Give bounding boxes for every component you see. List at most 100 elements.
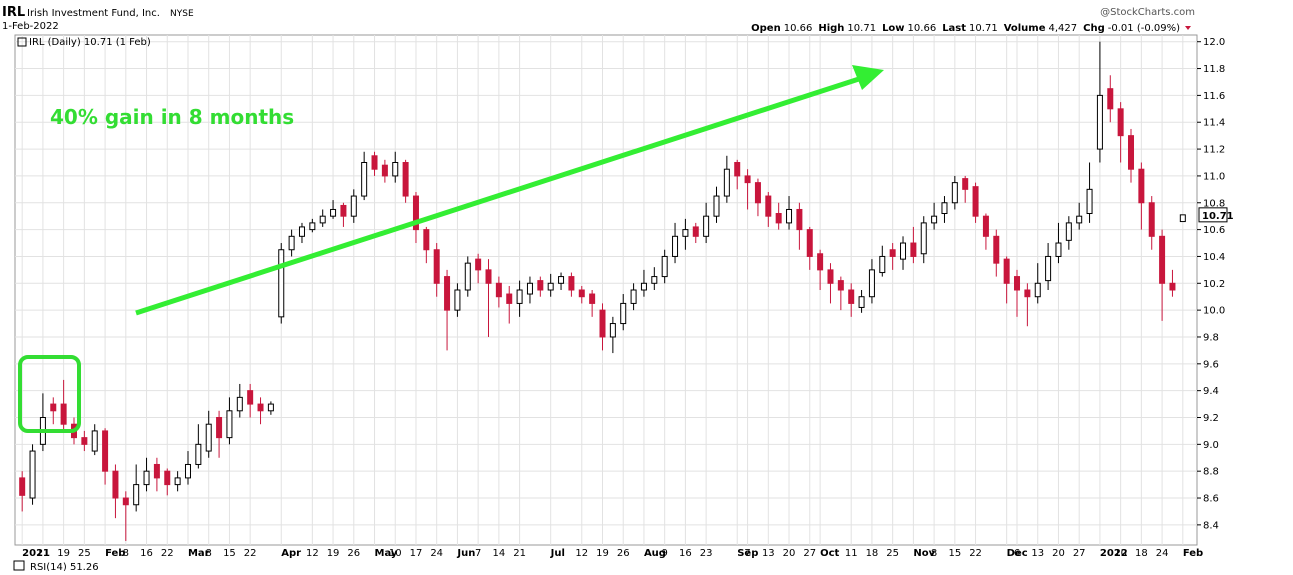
x-tick-label: 25: [886, 548, 899, 559]
exchange: NYSE: [170, 9, 194, 19]
candle-body: [568, 276, 575, 291]
x-tick-label: 8: [931, 548, 937, 559]
candle-body: [796, 208, 803, 231]
candle-body: [661, 255, 668, 278]
candle-body: [993, 235, 1000, 264]
candle-body: [1138, 168, 1145, 204]
x-tick-label: 6: [1014, 548, 1020, 559]
indicator: RSI(14) 51.26: [30, 562, 99, 571]
highlight-box: [18, 355, 81, 433]
y-tick-label: 11.0: [1203, 171, 1225, 182]
candle-body: [868, 269, 875, 298]
indicator-icon: [13, 560, 25, 571]
quote-label: Last: [942, 23, 966, 34]
candle-body: [516, 289, 523, 304]
annotation: 40% gain in 8 months: [50, 105, 294, 129]
candle-body: [506, 293, 513, 304]
x-tick-label: 14: [493, 548, 506, 559]
quote-label: Open: [751, 23, 781, 34]
y-tick-label: 11.2: [1203, 145, 1225, 156]
candle-body: [848, 289, 855, 304]
candle-body: [744, 175, 751, 184]
candle-body: [620, 302, 627, 325]
candle-body: [1034, 282, 1041, 298]
candle-body: [775, 213, 782, 224]
candle-body: [703, 215, 710, 237]
legend-icon: [17, 37, 27, 47]
candle-body: [195, 443, 202, 465]
candle-body: [537, 280, 544, 291]
candle-body: [879, 255, 886, 274]
candle-body: [216, 417, 223, 439]
candle-body: [402, 162, 409, 197]
candle-body: [236, 396, 243, 412]
arrow-head: [852, 65, 884, 90]
x-tick-label: 24: [1156, 548, 1169, 559]
x-tick-label: 7: [475, 548, 481, 559]
quote-label: Low: [882, 23, 904, 34]
candle-body: [133, 484, 140, 506]
candle-body: [817, 253, 824, 271]
last-value-label: 10.71: [1202, 211, 1234, 222]
candle-body: [1086, 188, 1093, 214]
quote-label: Chg: [1083, 23, 1105, 34]
candle-body: [640, 282, 647, 291]
x-tick-label: 27: [1073, 548, 1086, 559]
candle-body: [1076, 215, 1083, 224]
candle-body: [1096, 94, 1103, 150]
x-tick-label: 9: [661, 548, 667, 559]
candle-body: [143, 470, 150, 486]
quote-value: 10.66: [784, 23, 813, 34]
x-tick-label: 19: [57, 548, 70, 559]
x-tick-label: Jul: [550, 548, 565, 559]
x-tick-label: 16: [140, 548, 153, 559]
candle-body: [920, 222, 927, 255]
x-tick-label: 27: [803, 548, 816, 559]
candle-body: [754, 182, 761, 204]
candle-body: [972, 186, 979, 217]
quote-value: 10.71: [847, 23, 876, 34]
x-tick-label: 10: [389, 548, 402, 559]
x-tick-label: 13: [762, 548, 775, 559]
x-tick-label: 18: [1135, 548, 1148, 559]
candle-body: [423, 229, 430, 251]
candle-body: [1065, 222, 1072, 241]
candle-body: [267, 403, 274, 412]
x-tick-label: 23: [700, 548, 713, 559]
candle-body: [547, 282, 554, 291]
candle-body: [60, 403, 67, 425]
candle-body: [298, 226, 305, 237]
y-tick-label: 9.0: [1203, 440, 1219, 451]
candle-body: [1117, 108, 1124, 137]
candle-body: [827, 269, 834, 284]
candle-body: [205, 423, 212, 452]
symbol: IRL: [2, 5, 25, 20]
candle-body: [350, 195, 357, 217]
candle-body: [1014, 276, 1021, 291]
source: @StockCharts.com: [1100, 7, 1195, 18]
candle-body: [454, 289, 461, 311]
candle-body: [589, 293, 596, 304]
candle-body: [765, 195, 772, 217]
candle-body: [19, 477, 26, 496]
x-tick-label: 26: [617, 548, 630, 559]
x-tick-label: 2022: [1100, 548, 1128, 559]
candle-body: [288, 235, 295, 251]
x-tick-label: Oct: [820, 548, 839, 559]
x-tick-label: Dec: [1007, 548, 1028, 559]
candle-body: [609, 323, 616, 338]
quote-value: 4,427: [1049, 23, 1078, 34]
trend-arrow: [135, 75, 863, 316]
x-tick-label: 19: [327, 548, 340, 559]
x-tick-label: Mar: [188, 548, 210, 559]
y-tick-label: 9.4: [1203, 386, 1219, 397]
x-tick-label: 8: [206, 548, 212, 559]
candle-body: [837, 280, 844, 291]
x-tick-label: 26: [347, 548, 360, 559]
y-tick-label: 9.8: [1203, 332, 1219, 343]
candles: [19, 41, 1186, 541]
y-tick-label: 9.2: [1203, 413, 1219, 424]
company: Irish Investment Fund, Inc.: [27, 8, 160, 19]
y-tick-label: 11.8: [1203, 64, 1225, 75]
